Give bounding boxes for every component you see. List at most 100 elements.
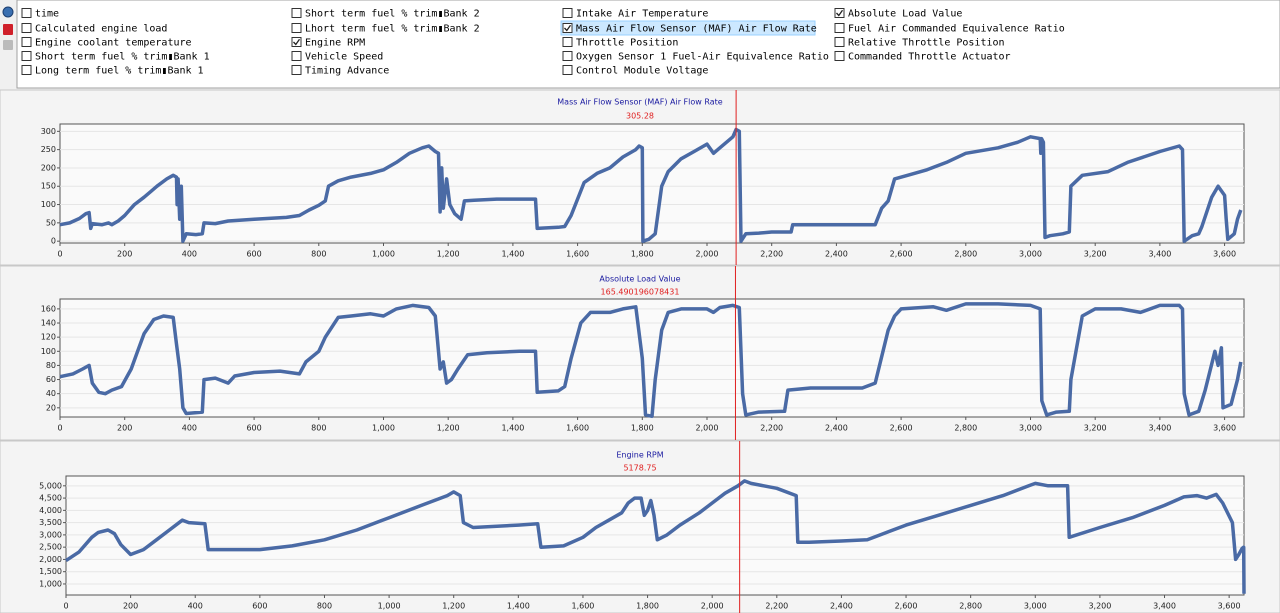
x-tick-label: 600	[252, 602, 267, 611]
y-tick-label: 160	[41, 304, 56, 313]
checkbox-label[interactable]: Lhort term fuel % trim▮Bank 2	[305, 24, 480, 35]
checkbox-label[interactable]: Fuel Air Commanded Equivalence Ratio	[848, 24, 1065, 35]
x-tick-label: 1,000	[378, 602, 401, 611]
checkbox[interactable]	[21, 23, 32, 33]
data-line	[65, 479, 1246, 594]
x-tick-label: 200	[123, 602, 138, 611]
checkbox-label[interactable]: Engine coolant temperature	[35, 38, 192, 49]
x-tick-label: 1,200	[437, 250, 460, 259]
checkbox-label[interactable]: Commanded Throttle Actuator	[848, 52, 1011, 63]
checkbox[interactable]	[291, 8, 302, 18]
y-tick-label: 0	[51, 237, 56, 246]
checkbox-label[interactable]: Relative Throttle Position	[848, 38, 1005, 49]
x-tick-label: 2,600	[890, 250, 913, 259]
checkbox-label[interactable]: Oxygen Sensor 1 Fuel-Air Equivalence Rat…	[576, 52, 829, 63]
checkbox-label[interactable]: Calculated engine load	[35, 24, 167, 35]
x-tick-label: 2,200	[765, 602, 788, 611]
checkbox-label[interactable]: Long term fuel % trim▮Bank 1	[35, 66, 204, 77]
x-tick-label: 1,200	[437, 424, 460, 433]
checkbox[interactable]	[834, 8, 845, 18]
checkbox-label[interactable]: Throttle Position	[576, 38, 678, 49]
checkbox-label[interactable]: Timing Advance	[305, 66, 389, 77]
checkbox-label[interactable]: Short term fuel % trim▮Bank 1	[35, 52, 210, 63]
y-tick-label: 140	[41, 319, 56, 328]
y-tick-label: 100	[41, 200, 56, 209]
x-tick-label: 2,800	[954, 250, 977, 259]
cursor-value: 165.490196078431	[601, 288, 680, 297]
checkbox-label[interactable]: Engine RPM	[305, 38, 365, 49]
check-mark	[836, 9, 844, 17]
checkbox-label[interactable]: Intake Air Temperature	[576, 9, 708, 20]
checkbox[interactable]	[834, 23, 845, 33]
y-tick-label: 40	[46, 389, 56, 398]
y-tick-label: 4,500	[39, 494, 62, 503]
checkbox[interactable]	[562, 23, 573, 33]
checkbox-label[interactable]: Absolute Load Value	[848, 9, 962, 20]
y-tick-label: 60	[46, 375, 56, 384]
selection-highlight	[560, 20, 816, 36]
checkbox[interactable]	[21, 51, 32, 61]
y-tick-label: 4,000	[39, 506, 62, 515]
cursor-value: 5178.75	[623, 464, 656, 473]
settings-icon[interactable]	[2, 6, 14, 18]
x-tick-label: 200	[117, 250, 132, 259]
x-tick-label: 3,200	[1084, 250, 1107, 259]
x-tick-label: 1,800	[631, 250, 654, 259]
y-tick-label: 1,000	[39, 579, 62, 588]
y-tick-label: 3,000	[39, 530, 62, 539]
x-tick-label: 3,200	[1088, 602, 1111, 611]
x-tick-label: 2,400	[830, 602, 853, 611]
checkbox[interactable]	[291, 23, 302, 33]
x-tick-label: 3,000	[1024, 602, 1047, 611]
checkbox[interactable]	[291, 65, 302, 75]
y-tick-label: 2,500	[39, 543, 62, 552]
x-tick-label: 3,400	[1148, 424, 1171, 433]
checkbox-label[interactable]: time	[35, 9, 59, 20]
x-tick-label: 2,600	[890, 424, 913, 433]
y-tick-label: 150	[41, 182, 56, 191]
x-tick-label: 1,800	[631, 424, 654, 433]
toolbar	[2, 6, 14, 50]
checkbox-label[interactable]: Mass Air Flow Sensor (MAF) Air Flow Rate	[576, 24, 817, 35]
checkbox[interactable]	[562, 51, 573, 61]
y-tick-label: 250	[41, 145, 56, 154]
checkbox[interactable]	[834, 51, 845, 61]
checkbox[interactable]	[291, 37, 302, 47]
x-tick-label: 400	[182, 250, 197, 259]
checkbox[interactable]	[21, 65, 32, 75]
x-tick-label: 2,200	[760, 424, 783, 433]
export-icon[interactable]	[3, 40, 13, 50]
x-tick-label: 800	[317, 602, 332, 611]
checkbox[interactable]	[562, 65, 573, 75]
checkbox-label[interactable]: Control Module Voltage	[576, 66, 708, 77]
x-tick-label: 2,000	[696, 250, 719, 259]
x-tick-label: 2,200	[760, 250, 783, 259]
checkbox[interactable]	[834, 37, 845, 47]
y-tick-label: 100	[41, 347, 56, 356]
x-tick-label: 800	[311, 250, 326, 259]
y-tick-label: 120	[41, 333, 56, 342]
x-tick-label: 1,800	[636, 602, 659, 611]
x-tick-label: 2,400	[825, 424, 848, 433]
cursor-value: 305.28	[626, 112, 654, 121]
x-tick-label: 3,400	[1148, 250, 1171, 259]
checkbox[interactable]	[21, 8, 32, 18]
x-tick-label: 3,600	[1213, 424, 1236, 433]
record-icon[interactable]	[3, 24, 13, 35]
x-tick-label: 400	[188, 602, 203, 611]
checkbox-label[interactable]: Short term fuel % trim▮Bank 2	[305, 9, 480, 20]
checkbox[interactable]	[562, 8, 573, 18]
x-tick-label: 2,800	[954, 424, 977, 433]
x-tick-label: 1,400	[501, 424, 524, 433]
x-tick-label: 2,400	[825, 250, 848, 259]
x-tick-label: 1,400	[507, 602, 530, 611]
checkbox[interactable]	[21, 37, 32, 47]
x-tick-label: 3,200	[1084, 424, 1107, 433]
checkbox-label[interactable]: Vehicle Speed	[305, 52, 383, 63]
x-tick-label: 2,000	[696, 424, 719, 433]
x-tick-label: 3,600	[1213, 250, 1236, 259]
checkbox[interactable]	[562, 37, 573, 47]
checkbox[interactable]	[291, 51, 302, 61]
